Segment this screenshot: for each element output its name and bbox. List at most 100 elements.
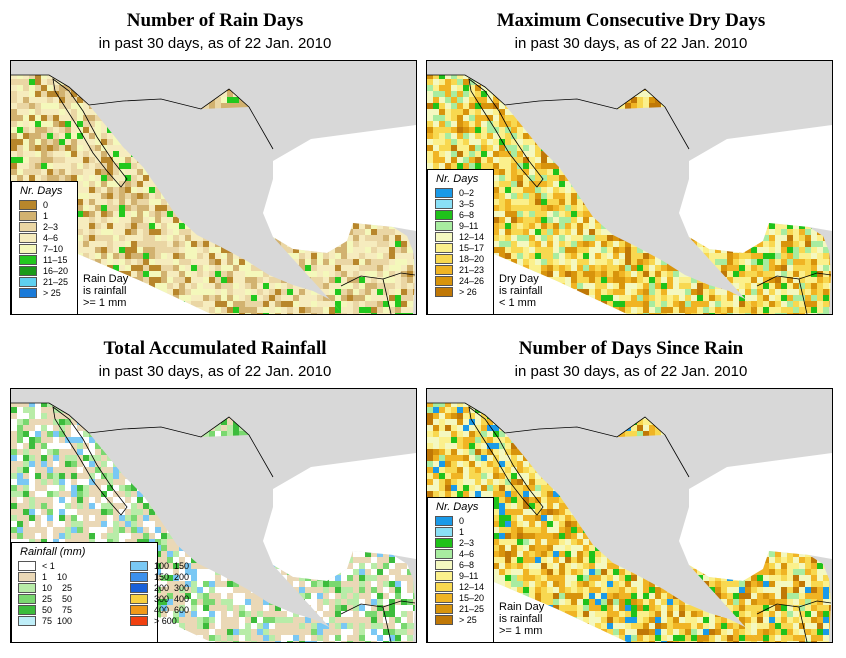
legend-item: 0–2 [435, 187, 493, 198]
baja-outline [52, 78, 128, 188]
legend-label: > 25 [459, 614, 477, 625]
legend-item: 1 [435, 526, 493, 537]
legend-item: < 1 [18, 560, 130, 571]
legend-item: 21–25 [19, 276, 77, 287]
legend-item: 75 100 [18, 615, 130, 626]
legend-label: 4–6 [43, 232, 59, 243]
baja-outline [468, 406, 544, 516]
country-borders [11, 74, 416, 314]
legend-label: 0 [459, 515, 465, 526]
legend-label: 150 200 [154, 571, 190, 582]
legend-item: 200 300 [130, 582, 200, 593]
sea-region [11, 453, 416, 642]
panel-subtitle: in past 30 days, as of 22 Jan. 2010 [514, 35, 748, 52]
note-line: < 1 mm [499, 297, 536, 309]
legend-item: 9–11 [435, 570, 493, 581]
legend: Nr. Days 0 1 2–3 4–6 7–10 11–15 16–20 21–25 > 25 [11, 181, 78, 314]
legend-label: 0 [43, 199, 49, 210]
panel-title: Number of Days Since Rain [518, 338, 744, 359]
legend-label: 21–25 [459, 603, 485, 614]
legend-label: 21–23 [459, 264, 485, 275]
legend-swatch [435, 548, 453, 559]
legend-swatch [435, 614, 453, 625]
legend-swatch [19, 232, 37, 243]
legend-swatch [19, 254, 37, 265]
legend-swatch [435, 264, 453, 275]
legend-label: 15–20 [459, 592, 485, 603]
legend-title: Nr. Days [20, 185, 63, 197]
note-line: Rain Day [83, 273, 129, 285]
legend-swatch [18, 582, 36, 593]
legend-swatch [18, 615, 36, 626]
legend-label: 100 150 [154, 560, 190, 571]
legend-item: 300 400 [130, 593, 200, 604]
legend-item: 0 [435, 515, 493, 526]
sea-region [427, 125, 832, 314]
legend-item: 7–10 [19, 243, 77, 254]
legend-label: 9–11 [459, 570, 479, 581]
legend-item: 2–3 [19, 221, 77, 232]
map-dry-days: Nr. Days 0–2 3–5 6–8 9–11 12–14 15–17 18–20 21–… [426, 60, 833, 315]
note-line: is rainfall [499, 613, 543, 625]
legend-label: 4–6 [459, 548, 475, 559]
legend-label: < 1 [42, 560, 55, 571]
legend-swatch [435, 286, 453, 297]
legend-item: 0 [19, 199, 77, 210]
legend-item: 16–20 [19, 265, 77, 276]
legend-item: > 25 [19, 287, 77, 298]
legend-item: 12–14 [435, 231, 493, 242]
legend-item: 6–8 [435, 559, 493, 570]
legend-swatch [18, 604, 36, 615]
legend-swatch [130, 615, 148, 626]
legend: Rainfall (mm) < 1 100 150 1 10 150 200 10 25… [11, 542, 189, 642]
legend-swatch [435, 231, 453, 242]
legend-swatch [19, 221, 37, 232]
legend-swatch [435, 198, 453, 209]
sea-region [11, 125, 416, 314]
legend-label: 16–20 [43, 265, 69, 276]
legend-swatch [435, 559, 453, 570]
legend-label: > 26 [459, 286, 477, 297]
legend-label: 18–20 [459, 253, 485, 264]
legend-swatch [435, 570, 453, 581]
note-line: Dry Day [499, 273, 539, 285]
legend-swatch [130, 560, 148, 571]
legend-label: 0–2 [459, 187, 475, 198]
legend-label: 300 400 [154, 593, 190, 604]
legend-label: 12–14 [459, 231, 485, 242]
panel-title: Maximum Consecutive Dry Days [496, 10, 766, 31]
legend-label: 7–10 [43, 243, 64, 254]
legend-label: > 25 [43, 287, 61, 298]
legend-title: Nr. Days [436, 173, 479, 185]
legend-swatch [19, 210, 37, 221]
legend-label: 21–25 [43, 276, 69, 287]
legend-swatch [18, 571, 36, 582]
legend-item: 24–26 [435, 275, 493, 286]
legend-swatch [435, 515, 453, 526]
legend-swatch [19, 243, 37, 254]
legend-item: 12–14 [435, 581, 493, 592]
legend-item: 10 25 [18, 582, 130, 593]
note-line: >= 1 mm [499, 625, 543, 637]
map-total-rainfall: Rainfall (mm) < 1 100 150 1 10 150 200 10 25… [10, 388, 417, 643]
legend-item: 2–3 [435, 537, 493, 548]
legend-item: 1 10 [18, 571, 130, 582]
legend-label: 75 100 [42, 615, 73, 626]
baja-outline [468, 78, 544, 188]
legend-label: 1 [43, 210, 49, 221]
legend-item: 4–6 [435, 548, 493, 559]
legend-label: 1 10 [42, 571, 68, 582]
note-line: is rainfall [83, 285, 127, 297]
note-line: is rainfall [499, 285, 543, 297]
legend-swatch [435, 187, 453, 198]
legend-swatch [435, 581, 453, 592]
legend-swatch [435, 242, 453, 253]
legend-swatch [130, 582, 148, 593]
legend-label: 3–5 [459, 198, 475, 209]
legend-swatch [19, 276, 37, 287]
panel-title: Number of Rain Days [126, 10, 304, 31]
legend-swatch [435, 603, 453, 614]
map-svg [11, 389, 416, 642]
legend-item: 15–20 [435, 592, 493, 603]
panel-total-rainfall: Total Accumulated Rainfall in past 30 da… [10, 328, 420, 646]
